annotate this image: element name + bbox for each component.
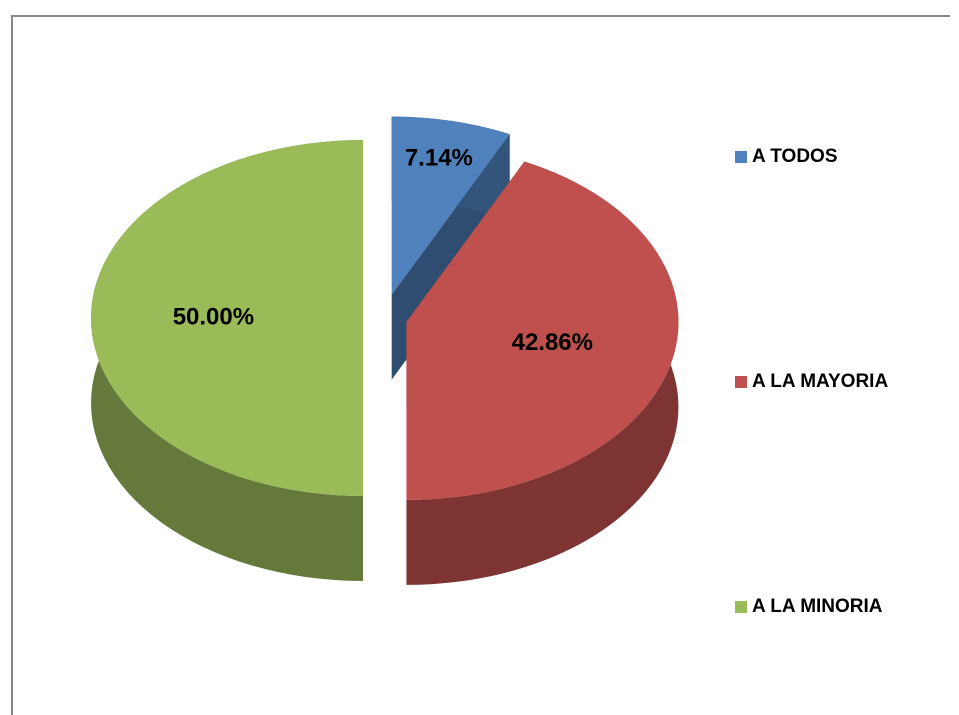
chart-frame xyxy=(11,15,950,715)
slice xyxy=(406,161,679,500)
data-label: 42.86% xyxy=(512,329,593,356)
legend-label: A LA MAYORIA xyxy=(752,371,888,392)
legend-swatch xyxy=(735,151,747,163)
legend-swatch xyxy=(735,601,747,613)
slice xyxy=(391,116,510,295)
legend-swatch xyxy=(735,376,747,388)
data-label: 7.14% xyxy=(405,145,473,172)
data-label: 50.00% xyxy=(173,303,254,330)
slice xyxy=(91,140,363,496)
pie-tops xyxy=(91,116,679,500)
legend-label: A TODOS xyxy=(752,146,838,167)
legend-label: A LA MINORIA xyxy=(752,596,883,617)
